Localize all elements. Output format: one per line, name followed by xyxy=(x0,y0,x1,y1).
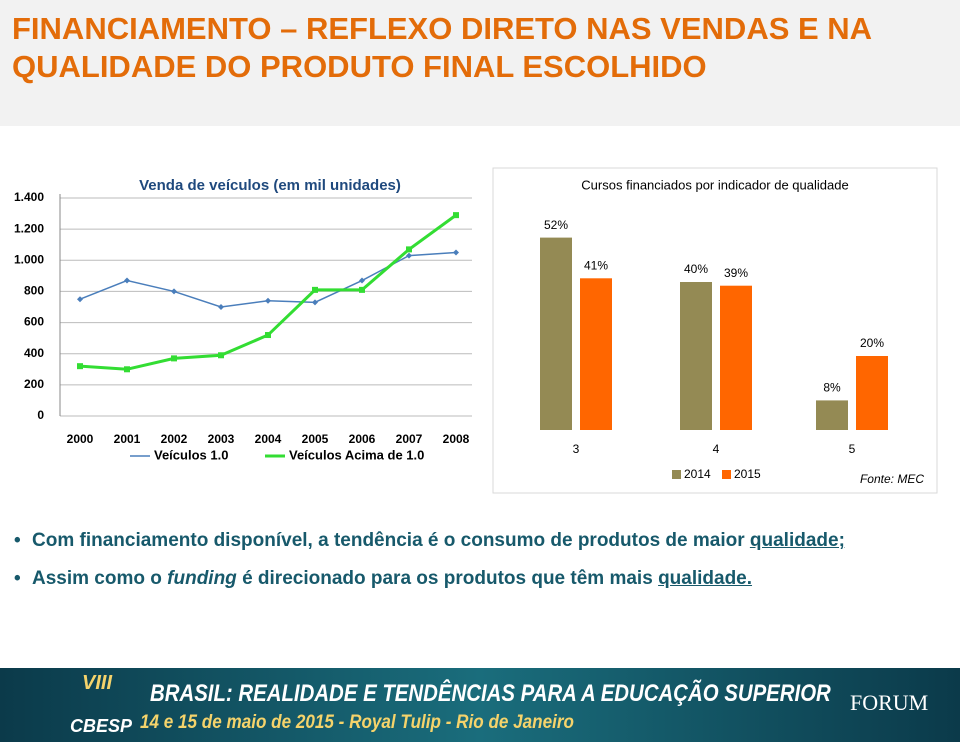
y-tick-label: 0 xyxy=(37,408,44,422)
marker xyxy=(312,299,318,306)
x-tick-label: 2004 xyxy=(255,432,282,446)
y-tick-label: 600 xyxy=(24,315,44,329)
bar xyxy=(580,278,612,430)
legend-label: Veículos Acima de 1.0 xyxy=(289,447,424,462)
value-label: 41% xyxy=(584,258,608,272)
marker xyxy=(77,296,83,303)
y-tick-label: 800 xyxy=(24,284,44,298)
marker xyxy=(453,212,459,219)
marker xyxy=(406,252,412,259)
y-tick-label: 1.200 xyxy=(14,221,44,235)
bar xyxy=(720,285,752,430)
marker xyxy=(265,332,271,339)
legend-swatch xyxy=(722,470,731,479)
x-tick-label: 2007 xyxy=(396,432,423,446)
y-tick-label: 400 xyxy=(24,346,44,360)
x-tick-label: 5 xyxy=(849,442,856,456)
x-tick-label: 2002 xyxy=(161,432,188,446)
y-tick-label: 1.400 xyxy=(14,190,44,204)
marker xyxy=(265,297,271,304)
marker xyxy=(359,277,365,284)
chart-title: Venda de veículos (em mil unidades) xyxy=(139,177,401,194)
value-label: 39% xyxy=(724,266,748,280)
bar xyxy=(816,400,848,430)
bullet-text: é direcionado para os produtos que têm m… xyxy=(236,568,659,589)
marker xyxy=(218,304,224,310)
slide-title: FINANCIAMENTO – REFLEXO DIRETO NAS VENDA… xyxy=(12,11,871,84)
x-tick-label: 2005 xyxy=(302,432,329,446)
charts: Venda de veículos (em mil unidades)02004… xyxy=(2,167,938,494)
bullet-text: Com financiamento disponível, a tendênci… xyxy=(32,530,750,551)
bar xyxy=(856,356,888,430)
marker xyxy=(218,352,224,359)
value-label: 52% xyxy=(544,218,568,232)
marker xyxy=(124,366,130,373)
footer-headline: BRASIL: REALIDADE E TENDÊNCIAS PARA A ED… xyxy=(150,680,831,707)
edition: VIII xyxy=(82,672,113,694)
source: Fonte: MEC xyxy=(860,472,924,486)
marker xyxy=(406,246,412,253)
y-tick-label: 200 xyxy=(24,377,44,391)
value-label: 8% xyxy=(823,381,841,395)
bullet-text: funding xyxy=(167,568,237,589)
bullet-text: qualidade; xyxy=(749,530,845,551)
footer-subline: 14 e 15 de maio de 2015 - Royal Tulip - … xyxy=(140,712,574,733)
value-label: 20% xyxy=(860,336,884,350)
bullet: Com financiamento disponível, a tendênci… xyxy=(14,530,944,552)
chart-title: Cursos financiados por indicador de qual… xyxy=(581,177,848,192)
legend-label: 2015 xyxy=(734,467,761,481)
legend-label: 2014 xyxy=(684,467,711,481)
marker xyxy=(171,288,177,295)
x-tick-label: 2006 xyxy=(349,432,376,446)
x-tick-label: 2000 xyxy=(67,432,94,446)
brand: FORUM xyxy=(850,690,929,715)
bar xyxy=(540,237,572,430)
y-tick-label: 1.000 xyxy=(14,252,44,266)
bullet: Assim como o funding é direcionado para … xyxy=(14,568,944,590)
legend-label: Veículos 1.0 xyxy=(154,447,228,462)
marker xyxy=(77,363,83,370)
bullet-text: Assim como o xyxy=(32,568,168,589)
bullet-text: qualidade. xyxy=(658,568,753,589)
header-band xyxy=(0,0,960,126)
x-tick-label: 2003 xyxy=(208,432,235,446)
footer-band: VIII CBESP BRASIL: REALIDADE E TENDÊNCIA… xyxy=(0,668,960,742)
x-tick-label: 4 xyxy=(713,442,720,456)
legend-swatch xyxy=(672,470,681,479)
line-chart-frame xyxy=(2,168,476,494)
x-tick-label: 2001 xyxy=(114,432,141,446)
x-tick-label: 2008 xyxy=(443,432,470,446)
marker xyxy=(171,355,177,362)
marker xyxy=(453,249,459,256)
x-tick-label: 3 xyxy=(573,442,580,456)
marker xyxy=(312,286,318,293)
marker xyxy=(359,286,365,293)
value-label: 40% xyxy=(684,262,708,276)
bar xyxy=(680,282,712,430)
logo: CBESP xyxy=(70,716,133,736)
marker xyxy=(124,277,130,284)
